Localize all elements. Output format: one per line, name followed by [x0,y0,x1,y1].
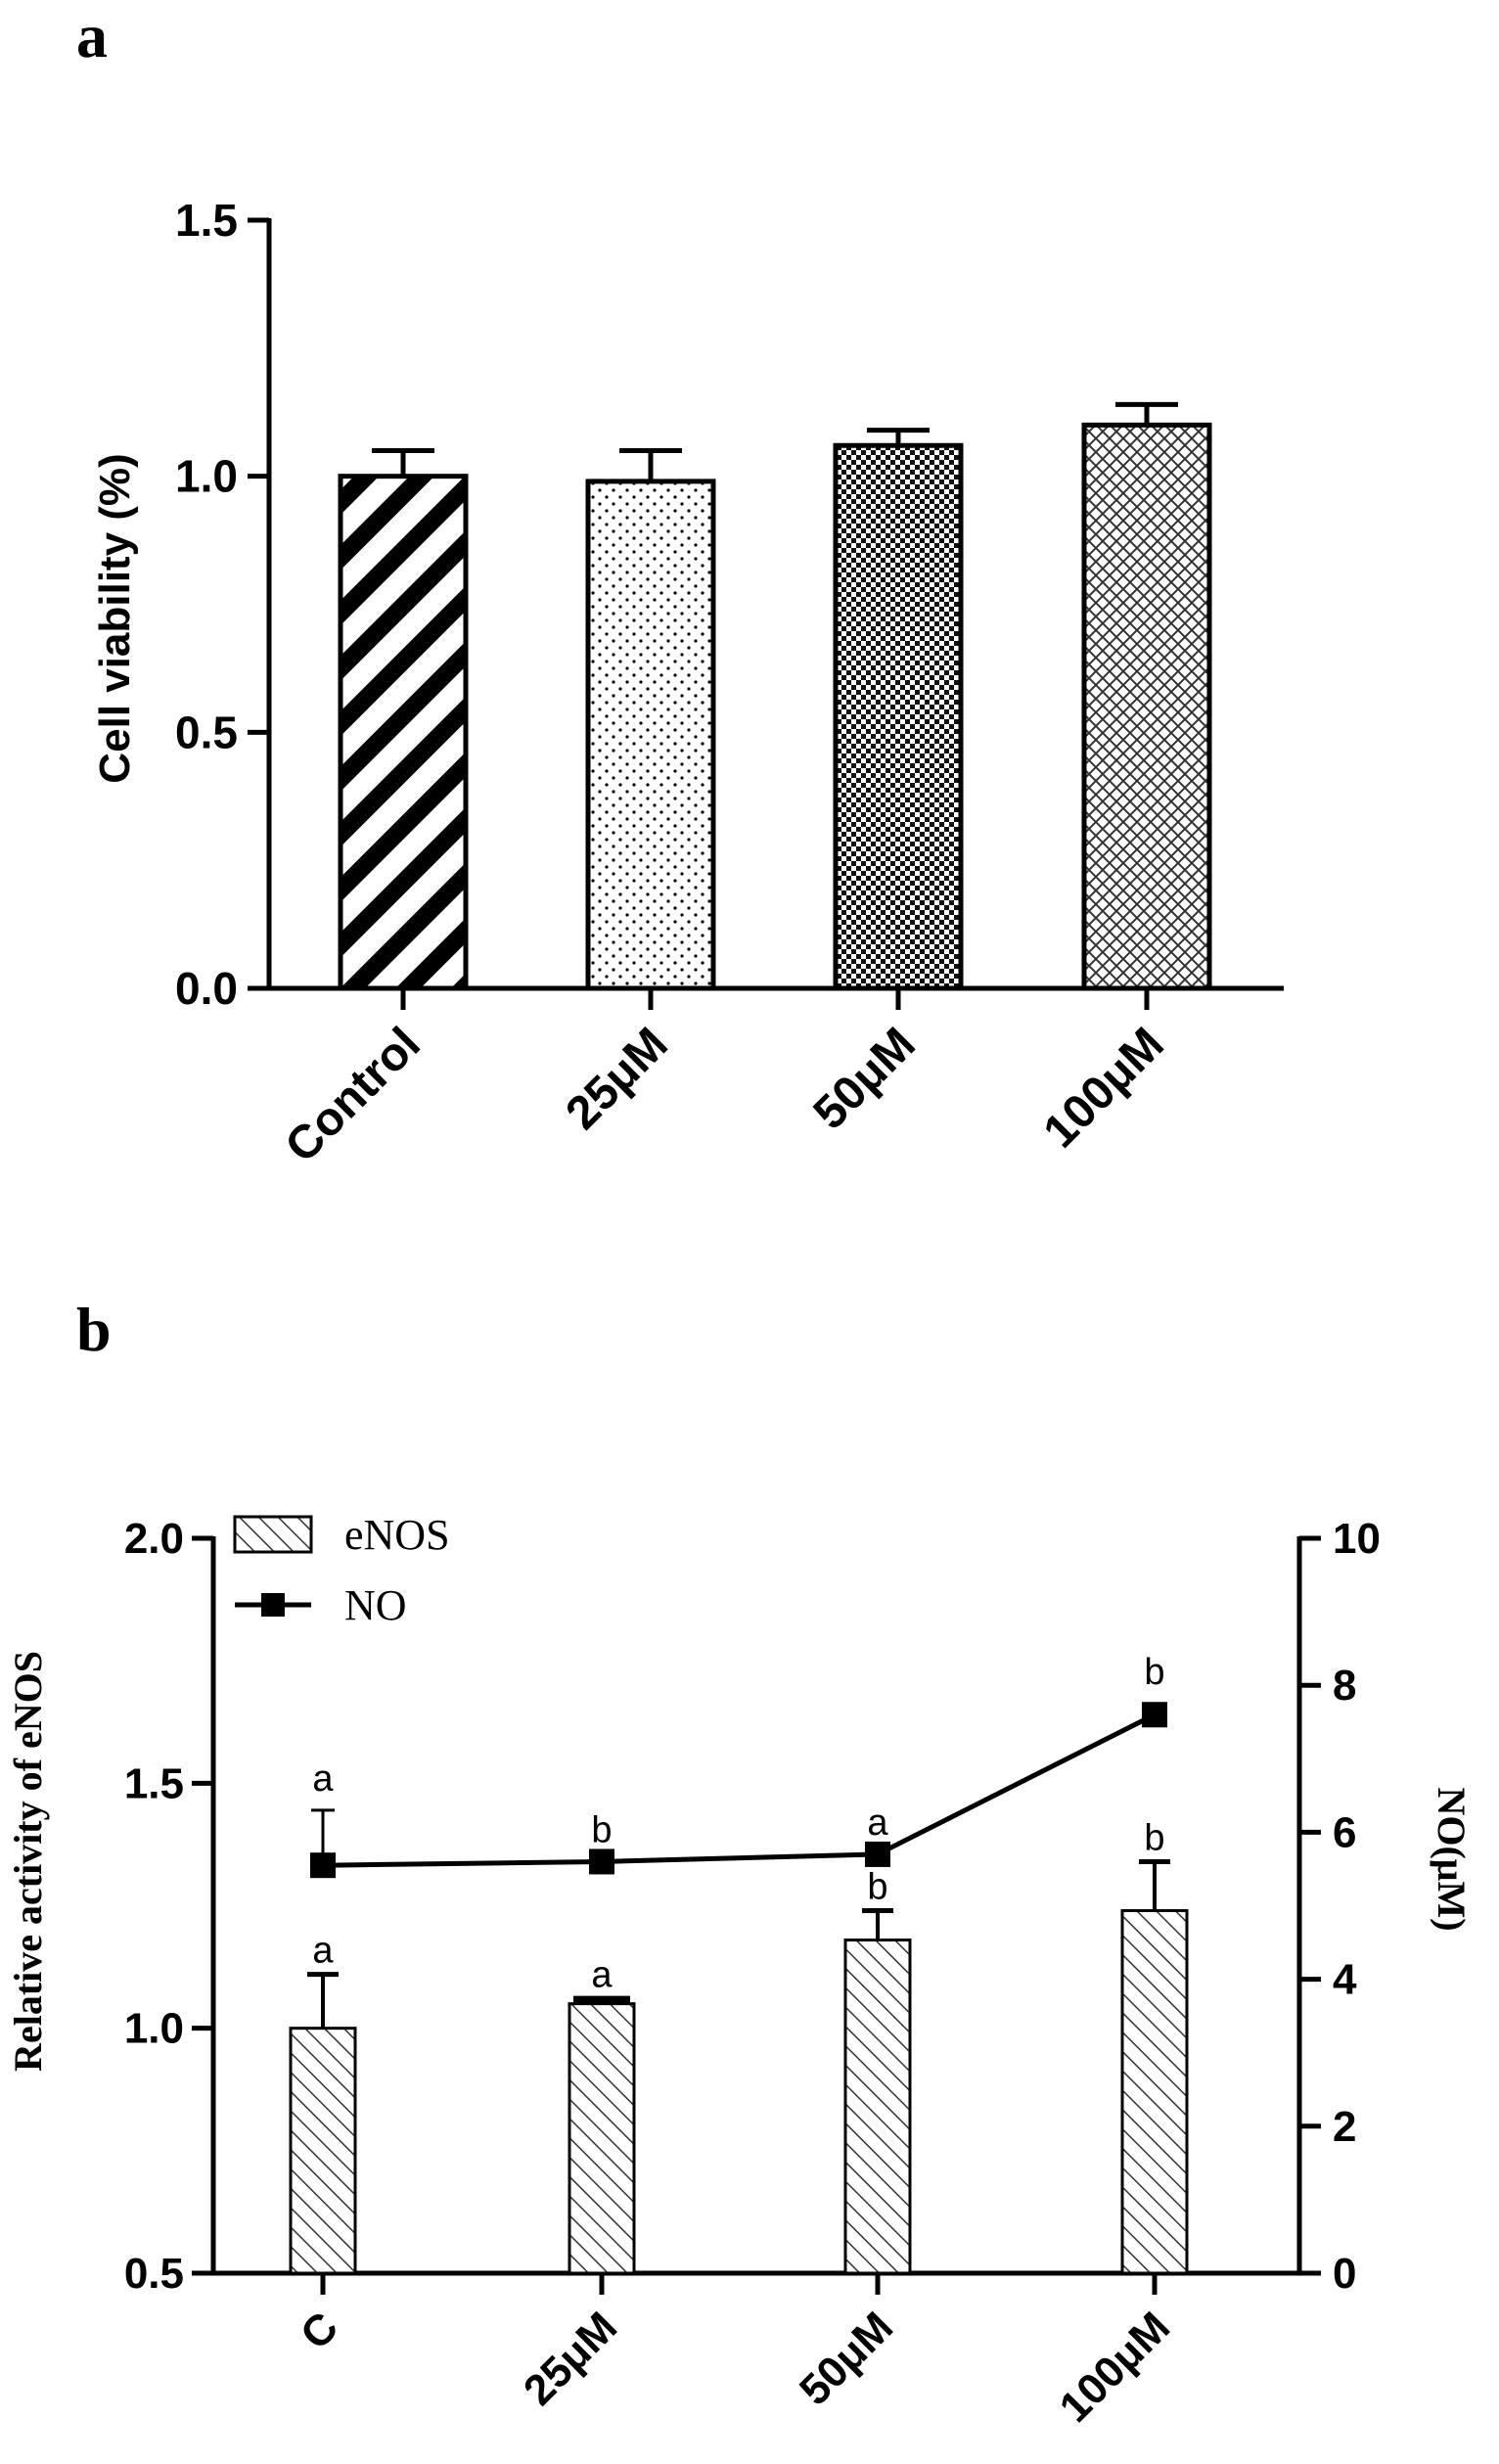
panel-b-y2-tick-label: 8 [1333,1662,1356,1710]
legend: eNOS NO [233,1511,450,1629]
panel-a-y-tick-label: 1.0 [175,451,238,502]
panel-b-y2-axis-label: NO(μM) [1430,1787,1474,1931]
panel-b-x-tick-label: 100μM [1051,2303,1180,2432]
panel-b-y2-tick-label: 10 [1333,1515,1381,1563]
panel-a-y-axis-label: Cell viability (%) [91,453,139,783]
panel-b-y-tick-label: 0.5 [124,2250,184,2298]
panel-b-no-sig-label: a [312,1758,334,1800]
panel-b-no-marker [1142,1702,1167,1728]
legend-no-label: NO [344,1581,407,1629]
panel-a-y-tick-label: 0.0 [175,963,238,1014]
panel-b-no-sig-label: a [867,1802,888,1844]
legend-no-marker [261,1593,285,1617]
panel-b-x-tick-label: 50μM [791,2303,902,2414]
panel-a-x-tick-label: 100μM [1034,1018,1174,1158]
panel-b-x-tick-label: C [292,2303,347,2358]
legend-enos-label: eNOS [344,1511,450,1559]
panel-a-bar [1081,422,1212,991]
panel-b-label: b [76,1295,112,1364]
panel-b-bar [843,1939,912,2275]
panel-b-bar [289,2027,357,2275]
panel-a-bar [338,474,469,991]
panel-b-no-marker [865,1841,890,1867]
panel-b-no-sig-label: b [591,1809,612,1850]
panel-b-y2-tick-label: 2 [1333,2103,1356,2151]
panel-a-bar [585,479,716,991]
panel-b-bar [568,2002,636,2275]
panel-b-x-tick-label: 25μM [515,2303,626,2414]
panel-a-label: a [76,1,108,70]
panel-b-y-tick-label: 2.0 [124,1515,184,1563]
panel-a-x-tick-label: 25μM [557,1018,678,1139]
panel-b-y2-tick-label: 0 [1333,2250,1356,2298]
panel-b-bar-sig-label: b [1144,1817,1164,1858]
panel-a-chart: Cell viability (%) 0.0 0.5 1.0 1.5 Control 25… [91,195,1284,1172]
panel-b-no-marker [589,1848,614,1875]
panel-b-no-sig-label: b [1144,1652,1164,1693]
panel-a-x-tick-label: 50μM [804,1018,926,1139]
panel-b-y2-tick-label: 4 [1333,1956,1357,2004]
panel-a-y-tick-label: 0.5 [175,707,238,757]
legend-enos-swatch [233,1515,313,1554]
panel-b-bar-error-cap [573,1995,630,2004]
panel-b-no-marker [310,1852,336,1879]
panel-b-no-line [322,1712,1157,1868]
panel-b-y-tick-label: 1.5 [124,1759,184,1807]
panel-b-bar-sig-label: a [591,1955,613,1996]
panel-b-y-tick-label: 1.0 [124,2005,184,2053]
panel-b-bar [1120,1909,1189,2275]
panel-b-bar-sig-label: a [312,1931,334,1972]
panel-b-bar-sig-label: b [867,1867,887,1908]
panel-a-x-tick-label: Control [276,1018,431,1172]
panel-b-y2-tick-label: 6 [1333,1808,1356,1856]
panel-b-chart: Relative activity of eNOS NO(μM) eNOS NO… [6,1511,1474,2432]
panel-b-y-axis-label: Relative activity of eNOS [6,1651,50,2072]
panel-a-bar [833,442,964,991]
panel-a-y-tick-label: 1.5 [175,195,238,246]
